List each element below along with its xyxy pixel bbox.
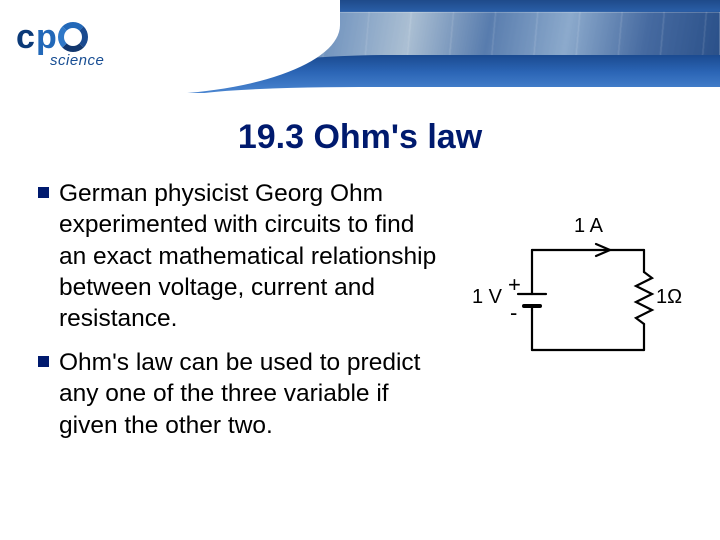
bullet-marker-icon <box>38 356 49 367</box>
battery-negative-label: - <box>510 300 517 326</box>
list-item: German physicist Georg Ohm experimented … <box>38 178 448 335</box>
logo-subtext: science <box>50 52 104 69</box>
voltage-label: 1 V <box>472 286 502 309</box>
list-item: Ohm's law can be used to predict any one… <box>38 347 448 441</box>
header-band: c p science <box>0 0 720 95</box>
brand-logo: c p science <box>16 18 88 72</box>
bullet-text: Ohm's law can be used to predict any one… <box>59 347 448 441</box>
bullet-list: German physicist Georg Ohm experimented … <box>38 178 448 453</box>
resistance-label: 1Ω <box>656 286 682 309</box>
current-label: 1 A <box>574 215 603 238</box>
circuit-diagram: 1 A 1 V 1Ω + - <box>488 210 688 380</box>
battery-positive-label: + <box>508 272 521 298</box>
logo-letter-c: c <box>16 18 35 57</box>
logo-mark: c p science <box>16 18 88 72</box>
bullet-marker-icon <box>38 187 49 198</box>
logo-letter-o-icon <box>58 22 88 52</box>
page-title: 19.3 Ohm's law <box>0 118 720 157</box>
bullet-text: German physicist Georg Ohm experimented … <box>59 178 448 335</box>
